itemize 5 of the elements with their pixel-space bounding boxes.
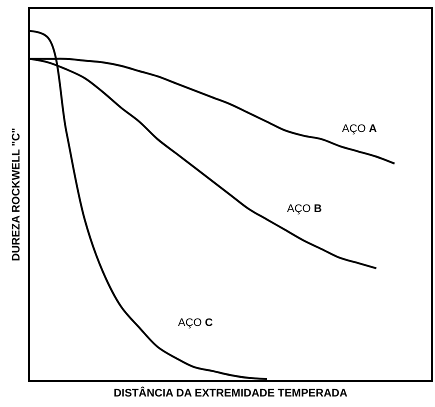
- series-label: AÇO B: [287, 203, 322, 215]
- series-label: AÇO A: [342, 123, 377, 135]
- y-axis-title: DUREZA ROCKWELL "C": [10, 128, 22, 262]
- x-axis-title: DISTÂNCIA DA EXTREMIDADE TEMPERADA: [114, 386, 348, 400]
- text: AÇO C: [178, 317, 213, 329]
